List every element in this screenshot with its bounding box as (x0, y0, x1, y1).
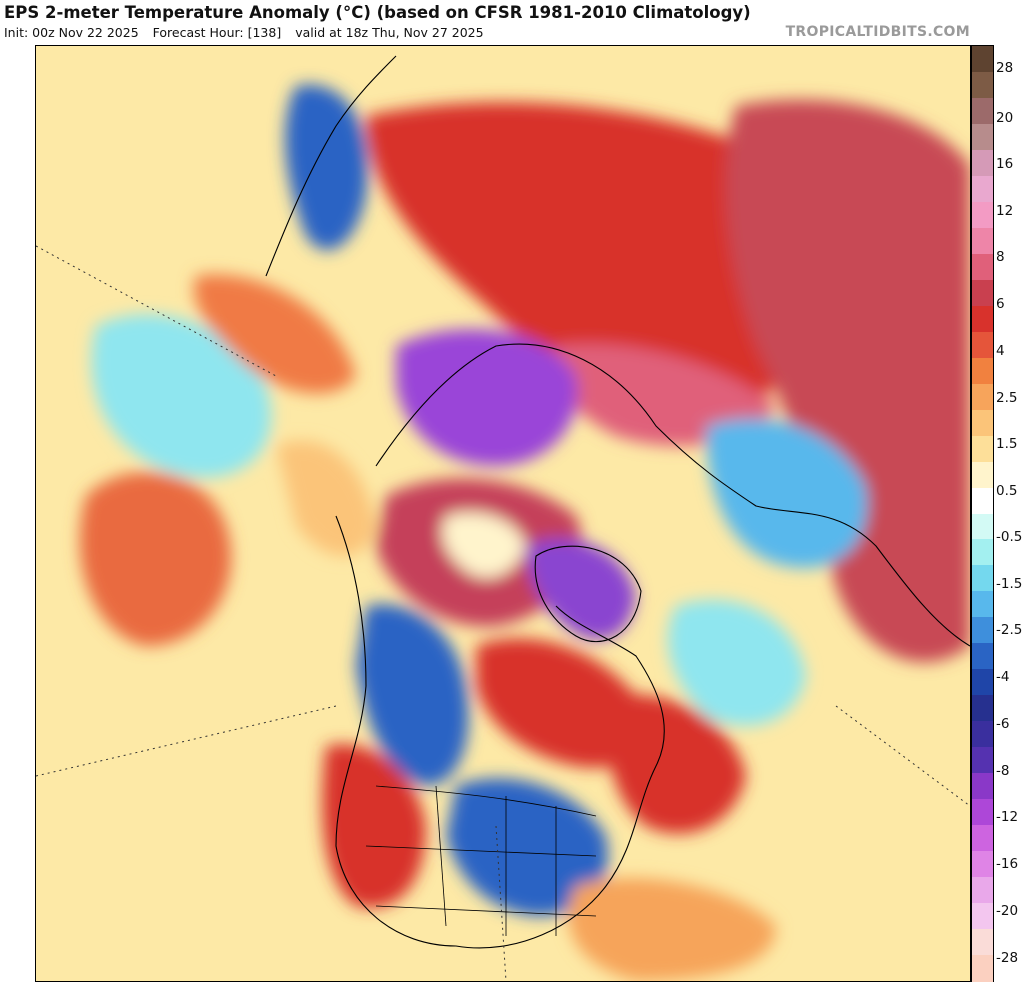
colorbar-label: -1.5 (996, 575, 1023, 592)
region-canada-cold (356, 604, 469, 786)
colorbar-segment (972, 773, 993, 800)
colorbar-segment (972, 461, 993, 489)
graticule (36, 245, 970, 981)
colorbar-segment (972, 929, 993, 956)
region-west-pacific-warm (194, 274, 356, 394)
colorbar-segment (972, 279, 993, 307)
meridian-3 (495, 825, 507, 981)
colorbar-label: -12 (996, 809, 1019, 826)
colorbar-segment (972, 149, 993, 177)
region-europe-cold (706, 418, 868, 568)
colorbar-segment (972, 643, 993, 670)
colorbar-segment (972, 669, 993, 696)
colorbar-segment (972, 591, 993, 618)
colorbar-segment (972, 305, 993, 333)
colorbar-segment (972, 71, 993, 99)
site-credit: TROPICALTIDBITS.COM (785, 24, 970, 40)
colorbar-segment (972, 383, 993, 411)
colorbar-label: 16 (996, 155, 1014, 172)
us-south-border (375, 905, 597, 917)
region-kamchatka-cold (285, 84, 368, 251)
init-time: Init: 00z Nov 22 2025 (4, 25, 139, 40)
region-arctic-center-light (442, 512, 526, 578)
region-asia-warm (725, 99, 970, 663)
colorbar-segment (972, 903, 993, 930)
colorbar-label: 4 (996, 342, 1005, 359)
forecast-hour: Forecast Hour: [138] (152, 25, 282, 40)
colorbar-label: 0.5 (996, 483, 1018, 500)
colorbar-segment (972, 253, 993, 281)
colorbar-label: 1.5 (996, 436, 1018, 453)
colorbar-label: -2.5 (996, 622, 1023, 639)
region-greenland-cold (526, 538, 636, 640)
region-atlantic-cool (667, 599, 806, 726)
colorbar (971, 45, 994, 982)
colorbar-segment (972, 695, 993, 722)
colorbar-segment (972, 175, 993, 203)
colorbar-segment (972, 799, 993, 826)
coast-asia-east (265, 55, 397, 277)
colorbar-label: 2.5 (996, 389, 1018, 406)
region-bering-light (276, 440, 376, 556)
colorbar-label: -16 (996, 856, 1019, 873)
colorbar-segment (972, 227, 993, 255)
region-western-us-warm (322, 744, 426, 908)
colorbar-segment (972, 877, 993, 904)
region-pacific-warm-pool (79, 472, 232, 646)
state-borders (365, 785, 597, 936)
colorbar-label: -8 (996, 762, 1010, 779)
us-mid-border (365, 845, 597, 857)
map-subtitle: Init: 00z Nov 22 2025 Forecast Hour: [13… (4, 25, 494, 40)
coast-north-america (335, 515, 665, 949)
colorbar-segment (972, 955, 993, 982)
colorbar-segment (972, 201, 993, 229)
region-eastern-us-cold (446, 778, 608, 916)
region-siberia-warm (366, 102, 817, 411)
region-north-atlantic-warm (607, 694, 746, 834)
region-east-siberia-cold (396, 329, 578, 466)
anomaly-map (35, 45, 971, 982)
anomaly-map-svg (36, 46, 970, 981)
colorbar-segment (972, 46, 993, 73)
colorbar-label: 6 (996, 296, 1005, 313)
colorbar-label: -20 (996, 902, 1019, 919)
colorbar-segment (972, 825, 993, 852)
region-central-asia (554, 344, 776, 446)
region-hudson-warm (476, 638, 643, 768)
meridian-4 (835, 705, 970, 807)
colorbar-segment (972, 487, 993, 515)
colorbar-segment (972, 357, 993, 385)
colorbar-segment (972, 409, 993, 437)
map-title: EPS 2-meter Temperature Anomaly (°C) (ba… (4, 3, 751, 22)
region-caribbean-warm (568, 878, 776, 981)
colorbar-label: 12 (996, 202, 1014, 219)
colorbar-label: 20 (996, 109, 1014, 126)
colorbar-segment (972, 435, 993, 463)
valid-time: valid at 18z Thu, Nov 27 2025 (295, 25, 484, 40)
colorbar-segment (972, 539, 993, 567)
colorbar-segment (972, 513, 993, 541)
us-vertical-1 (435, 785, 447, 927)
colorbar-segment (972, 97, 993, 125)
colorbar-segment (972, 331, 993, 359)
us-border-north (375, 785, 597, 817)
colorbar-label: -6 (996, 715, 1010, 732)
land-outlines (265, 55, 970, 949)
colorbar-segment (972, 123, 993, 151)
colorbar-label: -4 (996, 669, 1010, 686)
colorbar-segment (972, 565, 993, 592)
region-north-pacific-cool (91, 314, 272, 478)
coast-greenland (534, 545, 642, 643)
colorbar-segment (972, 617, 993, 644)
colorbar-label: -0.5 (996, 528, 1023, 545)
colorbar-segment (972, 747, 993, 774)
coast-eurasia (375, 343, 970, 647)
colorbar-label: -28 (996, 949, 1019, 966)
colorbar-segment (972, 851, 993, 878)
colorbar-label: 28 (996, 59, 1014, 76)
colorbar-label: 8 (996, 249, 1005, 266)
colorbar-segment (972, 721, 993, 748)
